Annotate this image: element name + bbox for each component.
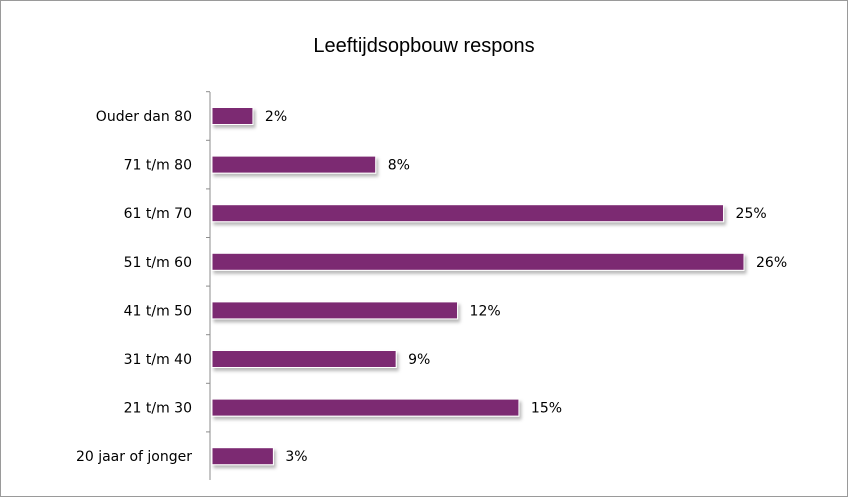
- data-label: 3%: [285, 449, 307, 465]
- category-label: 41 t/m 50: [124, 303, 192, 319]
- bar: [211, 447, 274, 466]
- bar: [211, 398, 520, 417]
- data-label: 12%: [470, 303, 501, 319]
- category-label: 21 t/m 30: [124, 401, 192, 417]
- bar: [211, 155, 377, 174]
- bar: [211, 204, 725, 223]
- category-label: 20 jaar of jonger: [76, 449, 192, 465]
- data-label: 9%: [408, 352, 430, 368]
- bars-group: Ouder dan 80 2% 71 t/m 80 8% 61 t/m 70 25% 51 …: [76, 91, 787, 466]
- data-label: 25%: [736, 206, 767, 222]
- bar: [211, 107, 254, 125]
- data-label: 15%: [531, 401, 562, 417]
- bar: [211, 252, 745, 271]
- category-label: 31 t/m 40: [124, 352, 192, 368]
- category-label: Ouder dan 80: [96, 109, 192, 125]
- data-label: 8%: [388, 158, 410, 174]
- data-label: 26%: [756, 255, 787, 271]
- bar: [211, 350, 397, 368]
- category-label: 51 t/m 60: [124, 255, 192, 271]
- data-label: 2%: [265, 109, 287, 125]
- category-label: 61 t/m 70: [124, 206, 192, 222]
- bar: [211, 301, 459, 320]
- category-label: 71 t/m 80: [124, 158, 192, 174]
- chart-title: Leeftijdsopbouw respons: [313, 35, 535, 57]
